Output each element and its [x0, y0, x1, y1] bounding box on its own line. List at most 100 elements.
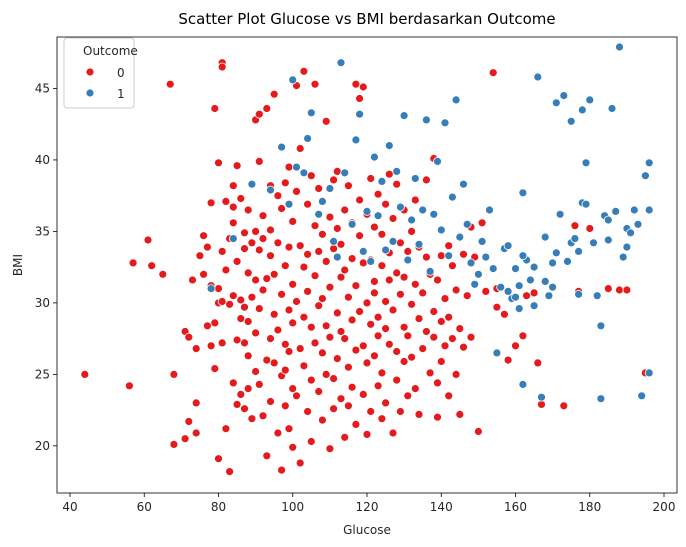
- point-outcome-0: [124, 381, 134, 391]
- point-outcome-0: [392, 179, 402, 189]
- point-outcome-0: [266, 334, 275, 344]
- point-outcome-0: [384, 169, 394, 179]
- point-outcome-1: [637, 391, 647, 401]
- point-outcome-0: [210, 104, 220, 113]
- chart-title: Scatter Plot Glucose vs BMI berdasarkan …: [178, 10, 555, 28]
- y-tick-label: 20: [35, 439, 50, 453]
- point-outcome-0: [228, 181, 238, 191]
- x-tick-label: 120: [356, 500, 379, 514]
- point-outcome-0: [388, 214, 398, 223]
- point-outcome-0: [317, 229, 327, 239]
- point-outcome-1: [596, 321, 606, 331]
- point-outcome-0: [273, 428, 283, 438]
- point-outcome-0: [429, 332, 439, 342]
- point-outcome-0: [247, 292, 257, 302]
- point-outcome-1: [366, 256, 376, 266]
- point-outcome-0: [511, 341, 520, 351]
- point-outcome-0: [306, 437, 316, 446]
- point-outcome-1: [410, 174, 420, 183]
- point-outcome-0: [369, 222, 379, 232]
- point-outcome-1: [206, 284, 216, 294]
- point-outcome-0: [395, 289, 405, 299]
- point-outcome-1: [503, 286, 513, 296]
- point-outcome-0: [277, 204, 287, 213]
- point-outcome-0: [403, 246, 413, 256]
- point-outcome-0: [329, 404, 339, 414]
- point-outcome-0: [191, 398, 201, 408]
- point-outcome-1: [292, 162, 301, 172]
- point-outcome-0: [325, 212, 335, 222]
- y-axis-label: BMI: [11, 254, 25, 276]
- point-outcome-0: [585, 224, 595, 233]
- legend-marker-0: [85, 67, 95, 77]
- point-outcome-0: [366, 174, 376, 183]
- point-outcome-1: [592, 291, 602, 301]
- point-outcome-0: [214, 454, 223, 464]
- point-outcome-0: [366, 319, 376, 329]
- point-outcome-0: [503, 355, 513, 365]
- point-outcome-0: [232, 256, 242, 266]
- point-outcome-1: [518, 188, 528, 198]
- point-outcome-0: [314, 387, 324, 396]
- point-outcome-1: [247, 179, 257, 189]
- point-outcome-0: [436, 251, 446, 261]
- point-outcome-0: [310, 271, 320, 281]
- point-outcome-0: [240, 338, 249, 348]
- point-outcome-1: [641, 171, 650, 181]
- point-outcome-1: [548, 282, 557, 292]
- point-outcome-0: [221, 196, 231, 206]
- point-outcome-1: [566, 116, 576, 126]
- point-outcome-1: [351, 135, 361, 145]
- point-outcome-1: [540, 232, 550, 242]
- point-outcome-1: [340, 168, 350, 178]
- point-outcome-1: [436, 225, 446, 235]
- point-outcome-0: [377, 229, 387, 239]
- point-outcome-0: [243, 384, 253, 394]
- point-outcome-0: [332, 166, 342, 176]
- point-outcome-0: [340, 432, 350, 442]
- point-outcome-0: [358, 82, 368, 92]
- point-outcome-0: [295, 144, 305, 153]
- point-outcome-0: [284, 242, 294, 252]
- point-outcome-0: [336, 327, 346, 336]
- point-outcome-0: [80, 369, 90, 379]
- legend-marker-1: [85, 88, 95, 98]
- point-outcome-0: [351, 419, 361, 429]
- point-outcome-0: [262, 274, 272, 284]
- y-tick-label: 30: [35, 296, 50, 310]
- point-outcome-0: [433, 378, 442, 388]
- x-axis-label: Glucose: [343, 523, 391, 537]
- point-outcome-0: [202, 242, 212, 252]
- point-outcome-0: [321, 321, 331, 331]
- point-outcome-0: [288, 318, 298, 328]
- point-outcome-0: [240, 404, 249, 414]
- point-outcome-0: [369, 288, 379, 298]
- point-outcome-0: [158, 269, 168, 279]
- point-outcome-0: [466, 332, 476, 342]
- point-outcome-0: [303, 407, 313, 416]
- point-outcome-0: [288, 279, 298, 289]
- point-outcome-0: [184, 417, 194, 426]
- point-outcome-0: [447, 261, 457, 271]
- point-outcome-0: [399, 322, 409, 332]
- point-outcome-0: [488, 68, 498, 78]
- point-outcome-0: [343, 401, 353, 411]
- point-outcome-0: [329, 374, 339, 384]
- point-outcome-1: [533, 72, 543, 82]
- point-outcome-0: [462, 291, 472, 301]
- point-outcome-1: [414, 239, 424, 249]
- point-outcome-1: [603, 215, 613, 225]
- point-outcome-0: [217, 297, 227, 306]
- point-outcome-1: [325, 184, 335, 193]
- point-outcome-0: [340, 334, 350, 344]
- point-outcome-0: [251, 226, 261, 236]
- point-outcome-0: [258, 411, 268, 421]
- point-outcome-1: [433, 156, 442, 166]
- point-outcome-1: [596, 394, 606, 404]
- point-outcome-0: [165, 79, 175, 89]
- point-outcome-0: [247, 238, 257, 248]
- point-outcome-1: [303, 134, 313, 143]
- point-outcome-0: [522, 291, 531, 301]
- point-outcome-1: [355, 109, 365, 119]
